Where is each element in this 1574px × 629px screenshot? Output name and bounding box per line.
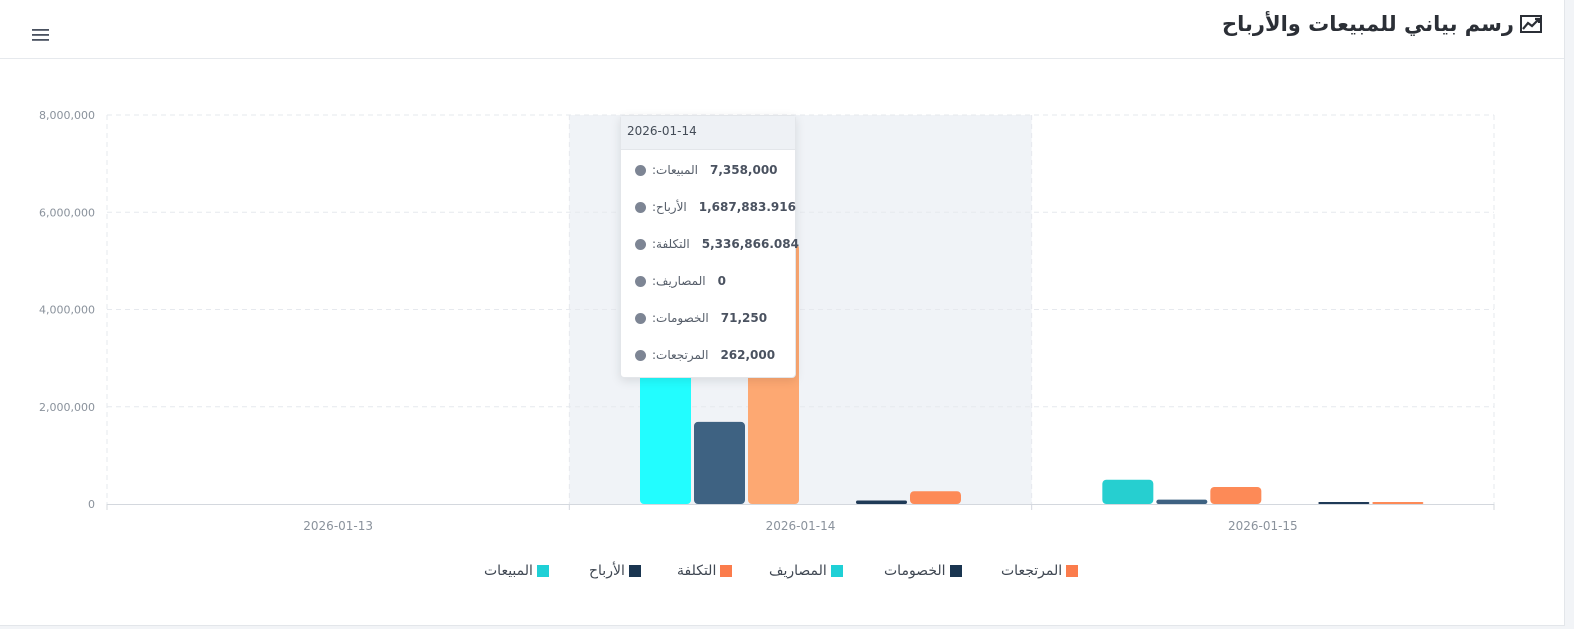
x-tick-label: 2026-01-14 — [766, 519, 836, 533]
legend-swatch — [1066, 565, 1079, 577]
tooltip-series-name: :المصاريف — [652, 274, 706, 288]
chart-legend: المبيعات الأرباح التكلفة المصاريف الخصوم… — [0, 560, 1564, 584]
bar — [910, 491, 961, 504]
legend-label: المبيعات — [484, 563, 533, 579]
hamburger-menu-icon[interactable] — [28, 26, 54, 46]
legend-item-expenses[interactable]: المصاريف — [769, 560, 843, 582]
tooltip-row: :المصاريف 0 — [635, 271, 726, 291]
page-title: رسم بياني للمبيعات والأرباح — [1221, 12, 1514, 36]
bar — [1210, 486, 1262, 504]
dot-icon — [635, 349, 646, 361]
dot-icon — [635, 275, 646, 287]
legend-swatch — [830, 565, 843, 577]
tooltip-series-name: :الخصومات — [652, 311, 709, 325]
dot-icon — [635, 238, 646, 250]
chart-area: 0 2,000,000 4,000,000 6,000,000 8,000,000 202… — [0, 59, 1564, 625]
legend-item-returns[interactable]: المرتجعات — [1001, 560, 1079, 582]
tooltip-row: :المرتجعات 262,000 — [635, 345, 775, 365]
y-tick-label: 8,000,000 — [39, 109, 95, 122]
legend-label: الأرباح — [589, 563, 625, 579]
tooltip-series-name: :الأرباح — [652, 200, 687, 214]
legend-label: المرتجعات — [1001, 563, 1063, 579]
bar — [1102, 479, 1154, 504]
tooltip-series-name: :المبيعات — [652, 163, 698, 177]
bar — [856, 500, 907, 504]
dot-icon — [635, 201, 646, 213]
tooltip-row: :الخصومات 71,250 — [635, 308, 767, 328]
legend-item-sales[interactable]: المبيعات — [484, 560, 549, 582]
x-tick-label: 2026-01-15 — [1228, 519, 1298, 533]
legend-swatch — [536, 565, 549, 577]
bar — [1372, 502, 1424, 504]
tooltip-value: 262,000 — [720, 348, 776, 362]
legend-swatch — [628, 565, 641, 577]
bar — [694, 421, 745, 504]
legend-label: التكلفة — [677, 563, 717, 579]
legend-label: الخصومات — [884, 563, 946, 579]
chart-tooltip: 2026-01-14 :المبيعات 7,358,000 :الأرباح … — [620, 115, 799, 378]
legend-item-cost[interactable]: التكلفة — [677, 560, 733, 582]
legend-label: المصاريف — [769, 563, 827, 579]
tooltip-value: 1,687,883.916 — [698, 200, 796, 214]
tooltip-value: 71,250 — [720, 311, 768, 325]
tooltip-series-name: :التكلفة — [652, 237, 690, 251]
tooltip-value: 0 — [717, 274, 726, 288]
y-tick-label: 0 — [88, 498, 95, 511]
legend-item-profits[interactable]: الأرباح — [589, 560, 641, 582]
title-group: رسم بياني للمبيعات والأرباح — [1222, 8, 1542, 40]
line-chart-icon — [1520, 15, 1542, 33]
y-tick-label: 2,000,000 — [39, 401, 95, 414]
card-header: رسم بياني للمبيعات والأرباح — [0, 0, 1564, 59]
legend-swatch — [720, 565, 733, 577]
dot-icon — [635, 164, 646, 176]
y-tick-label: 6,000,000 — [39, 206, 95, 219]
y-tick-label: 4,000,000 — [39, 304, 95, 317]
legend-swatch — [949, 565, 962, 577]
tooltip-row: :المبيعات 7,358,000 — [635, 160, 778, 180]
tooltip-row: :الأرباح 1,687,883.916 — [635, 197, 796, 217]
legend-item-discounts[interactable]: الخصومات — [884, 560, 962, 582]
bar — [1318, 502, 1370, 504]
bar — [1156, 499, 1208, 504]
tooltip-row: :التكلفة 5,336,866.084 — [635, 234, 799, 254]
x-tick-label: 2026-01-13 — [303, 519, 373, 533]
tooltip-value: 5,336,866.084 — [701, 237, 799, 251]
dot-icon — [635, 312, 646, 324]
tooltip-series-name: :المرتجعات — [652, 348, 709, 362]
tooltip-date: 2026-01-14 — [621, 116, 795, 150]
tooltip-value: 7,358,000 — [709, 163, 778, 177]
